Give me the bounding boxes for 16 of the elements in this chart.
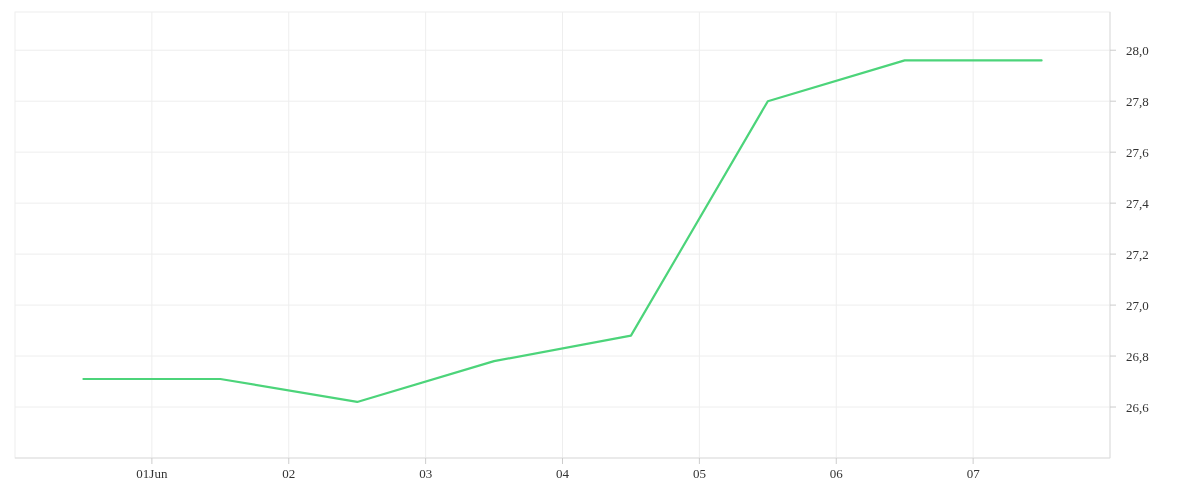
x-tick-label: 05: [692, 466, 706, 481]
y-tick-label: 28,0: [1126, 42, 1149, 58]
x-tick-label: 04: [556, 466, 570, 481]
x-tick-label: 07: [966, 466, 981, 481]
y-tick-label: 27,2: [1126, 246, 1149, 262]
y-tick-label: 26,6: [1126, 399, 1150, 415]
x-tick-label: 03: [419, 466, 433, 481]
x-tick-label: 02: [282, 466, 296, 481]
y-tick-label: 26,8: [1126, 348, 1149, 364]
y-tick-label: 27,6: [1126, 144, 1150, 160]
line-series: [82, 59, 1043, 404]
y-tick-label: 27,0: [1126, 297, 1149, 313]
y-tick-label: 27,4: [1126, 195, 1150, 211]
x-tick-label: 06: [829, 466, 844, 481]
x-tick-label: 01Jun: [136, 466, 168, 481]
y-tick-label: 27,8: [1126, 93, 1149, 109]
